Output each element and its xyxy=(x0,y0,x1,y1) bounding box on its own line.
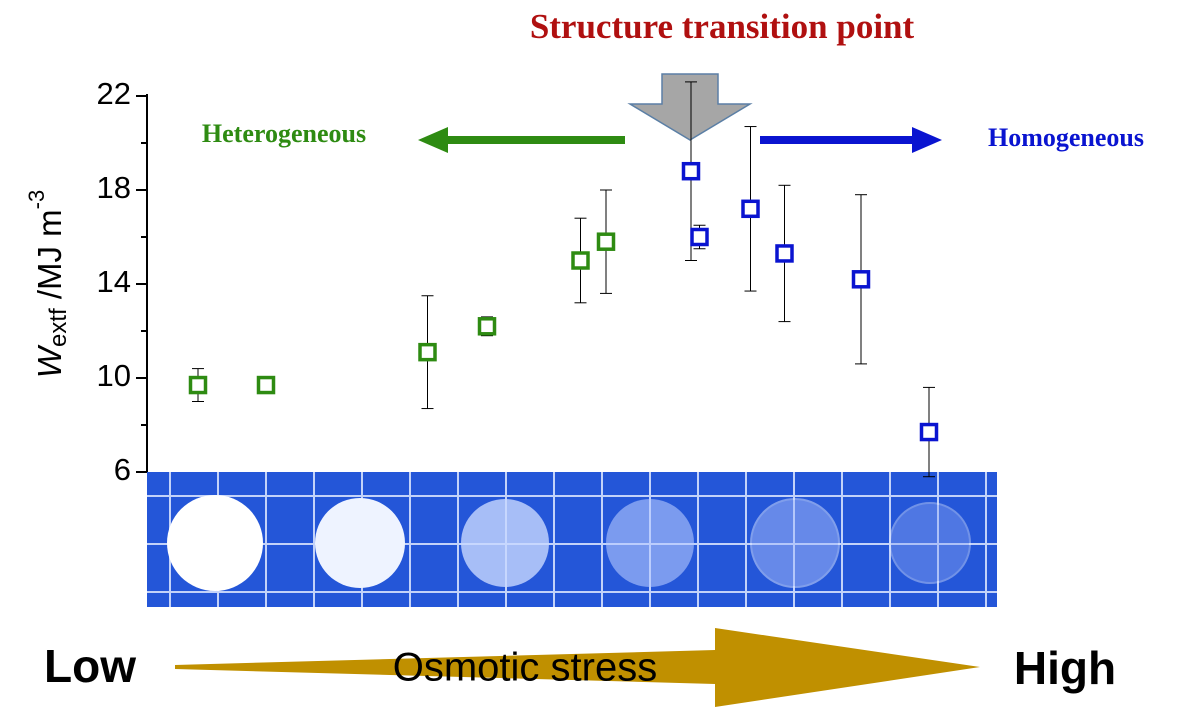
point xyxy=(596,232,616,251)
high-label: High xyxy=(1014,642,1116,694)
point xyxy=(571,251,590,270)
transition-arrow xyxy=(627,73,753,141)
left-annotation: Heterogeneous xyxy=(202,119,366,148)
y-label-sup: -3 xyxy=(24,190,49,210)
right-annotation: Homogeneous xyxy=(988,123,1144,152)
point xyxy=(188,375,208,395)
chart-title: Structure transition point xyxy=(530,7,915,46)
y-tick-label: 10 xyxy=(97,358,131,393)
low-label: Low xyxy=(44,640,136,692)
y-tick-label: 6 xyxy=(114,452,131,487)
stress-arrow xyxy=(175,628,980,707)
y-axis-label: Wextf /MJ m-3 xyxy=(24,190,73,378)
right-arrow-head xyxy=(912,127,942,153)
point xyxy=(477,317,497,336)
y-label-sub: extf xyxy=(45,308,72,347)
point xyxy=(851,270,871,289)
left-arrow-head xyxy=(418,127,448,153)
y-label-unit: /MJ m xyxy=(31,209,68,308)
y-label-main: W xyxy=(31,344,68,378)
point xyxy=(256,375,276,395)
y-tick-label: 22 xyxy=(97,76,131,111)
arrow-label: Osmotic stress xyxy=(393,646,657,690)
point xyxy=(690,227,709,247)
y-tick-label: 18 xyxy=(97,170,131,205)
point xyxy=(418,342,437,362)
point xyxy=(919,422,939,442)
y-tick-label: 14 xyxy=(97,264,131,299)
photo-strip xyxy=(147,472,997,607)
point xyxy=(681,161,701,181)
point xyxy=(775,244,794,263)
point xyxy=(741,199,760,219)
